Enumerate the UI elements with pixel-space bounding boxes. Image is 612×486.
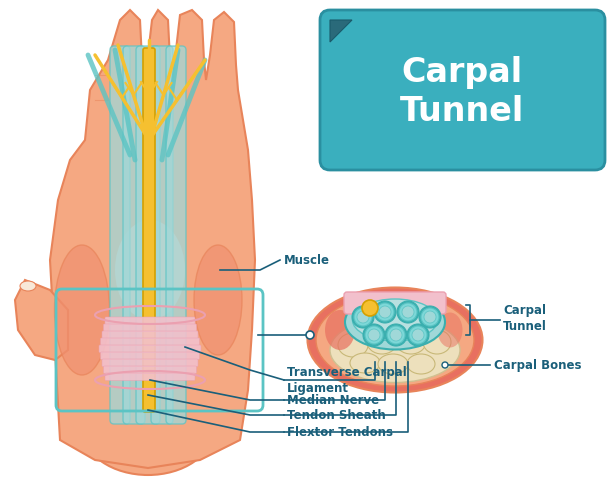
Circle shape [365, 326, 383, 344]
FancyBboxPatch shape [143, 48, 155, 412]
Circle shape [363, 324, 385, 346]
Circle shape [306, 331, 314, 339]
FancyBboxPatch shape [105, 317, 195, 325]
Circle shape [409, 326, 427, 344]
Circle shape [354, 308, 372, 326]
Circle shape [424, 311, 436, 323]
Text: Tendon Sheath: Tendon Sheath [287, 409, 386, 421]
Polygon shape [330, 20, 352, 42]
FancyBboxPatch shape [166, 46, 186, 424]
Ellipse shape [345, 295, 445, 349]
Text: Muscle: Muscle [284, 254, 330, 266]
Text: Median Nerve: Median Nerve [287, 394, 379, 406]
FancyBboxPatch shape [100, 352, 200, 360]
FancyBboxPatch shape [99, 345, 201, 352]
FancyBboxPatch shape [100, 338, 200, 346]
Text: Carpal
Tunnel: Carpal Tunnel [400, 56, 524, 128]
Ellipse shape [378, 354, 408, 374]
Circle shape [368, 329, 380, 341]
Ellipse shape [396, 330, 426, 354]
Ellipse shape [353, 299, 438, 341]
Ellipse shape [407, 354, 435, 374]
Ellipse shape [307, 288, 482, 393]
Circle shape [397, 301, 419, 323]
Ellipse shape [83, 385, 213, 475]
Circle shape [374, 301, 396, 323]
Ellipse shape [330, 317, 460, 382]
Circle shape [402, 306, 414, 318]
Circle shape [385, 324, 407, 346]
Circle shape [419, 306, 441, 328]
Ellipse shape [367, 330, 397, 354]
FancyBboxPatch shape [123, 46, 145, 424]
FancyBboxPatch shape [136, 46, 160, 424]
FancyBboxPatch shape [102, 331, 198, 339]
FancyBboxPatch shape [103, 324, 196, 331]
Ellipse shape [338, 333, 368, 357]
Text: Carpal Bones: Carpal Bones [494, 359, 581, 371]
Circle shape [352, 306, 374, 328]
FancyBboxPatch shape [110, 46, 130, 424]
Ellipse shape [325, 310, 355, 350]
FancyBboxPatch shape [151, 46, 173, 424]
Ellipse shape [316, 294, 474, 386]
Circle shape [407, 324, 429, 346]
Ellipse shape [350, 353, 380, 373]
Ellipse shape [194, 245, 242, 355]
Circle shape [421, 308, 439, 326]
FancyBboxPatch shape [105, 373, 195, 381]
Circle shape [412, 329, 424, 341]
FancyBboxPatch shape [102, 359, 198, 366]
Text: Carpal
Tunnel: Carpal Tunnel [503, 303, 547, 332]
Ellipse shape [423, 330, 451, 354]
Circle shape [357, 311, 369, 323]
Circle shape [376, 303, 394, 321]
Text: Flextor Tendons: Flextor Tendons [287, 426, 393, 438]
Polygon shape [15, 280, 68, 360]
Ellipse shape [438, 312, 463, 347]
Circle shape [442, 362, 448, 368]
Text: Transverse Carpal
Ligament: Transverse Carpal Ligament [287, 365, 407, 395]
FancyBboxPatch shape [344, 292, 446, 314]
Circle shape [390, 329, 402, 341]
Circle shape [362, 300, 378, 316]
FancyBboxPatch shape [103, 366, 196, 374]
Circle shape [387, 326, 405, 344]
Polygon shape [50, 10, 255, 468]
Ellipse shape [54, 245, 110, 375]
Ellipse shape [20, 281, 36, 291]
Circle shape [379, 306, 391, 318]
Circle shape [399, 303, 417, 321]
FancyBboxPatch shape [320, 10, 605, 170]
Ellipse shape [115, 220, 185, 320]
